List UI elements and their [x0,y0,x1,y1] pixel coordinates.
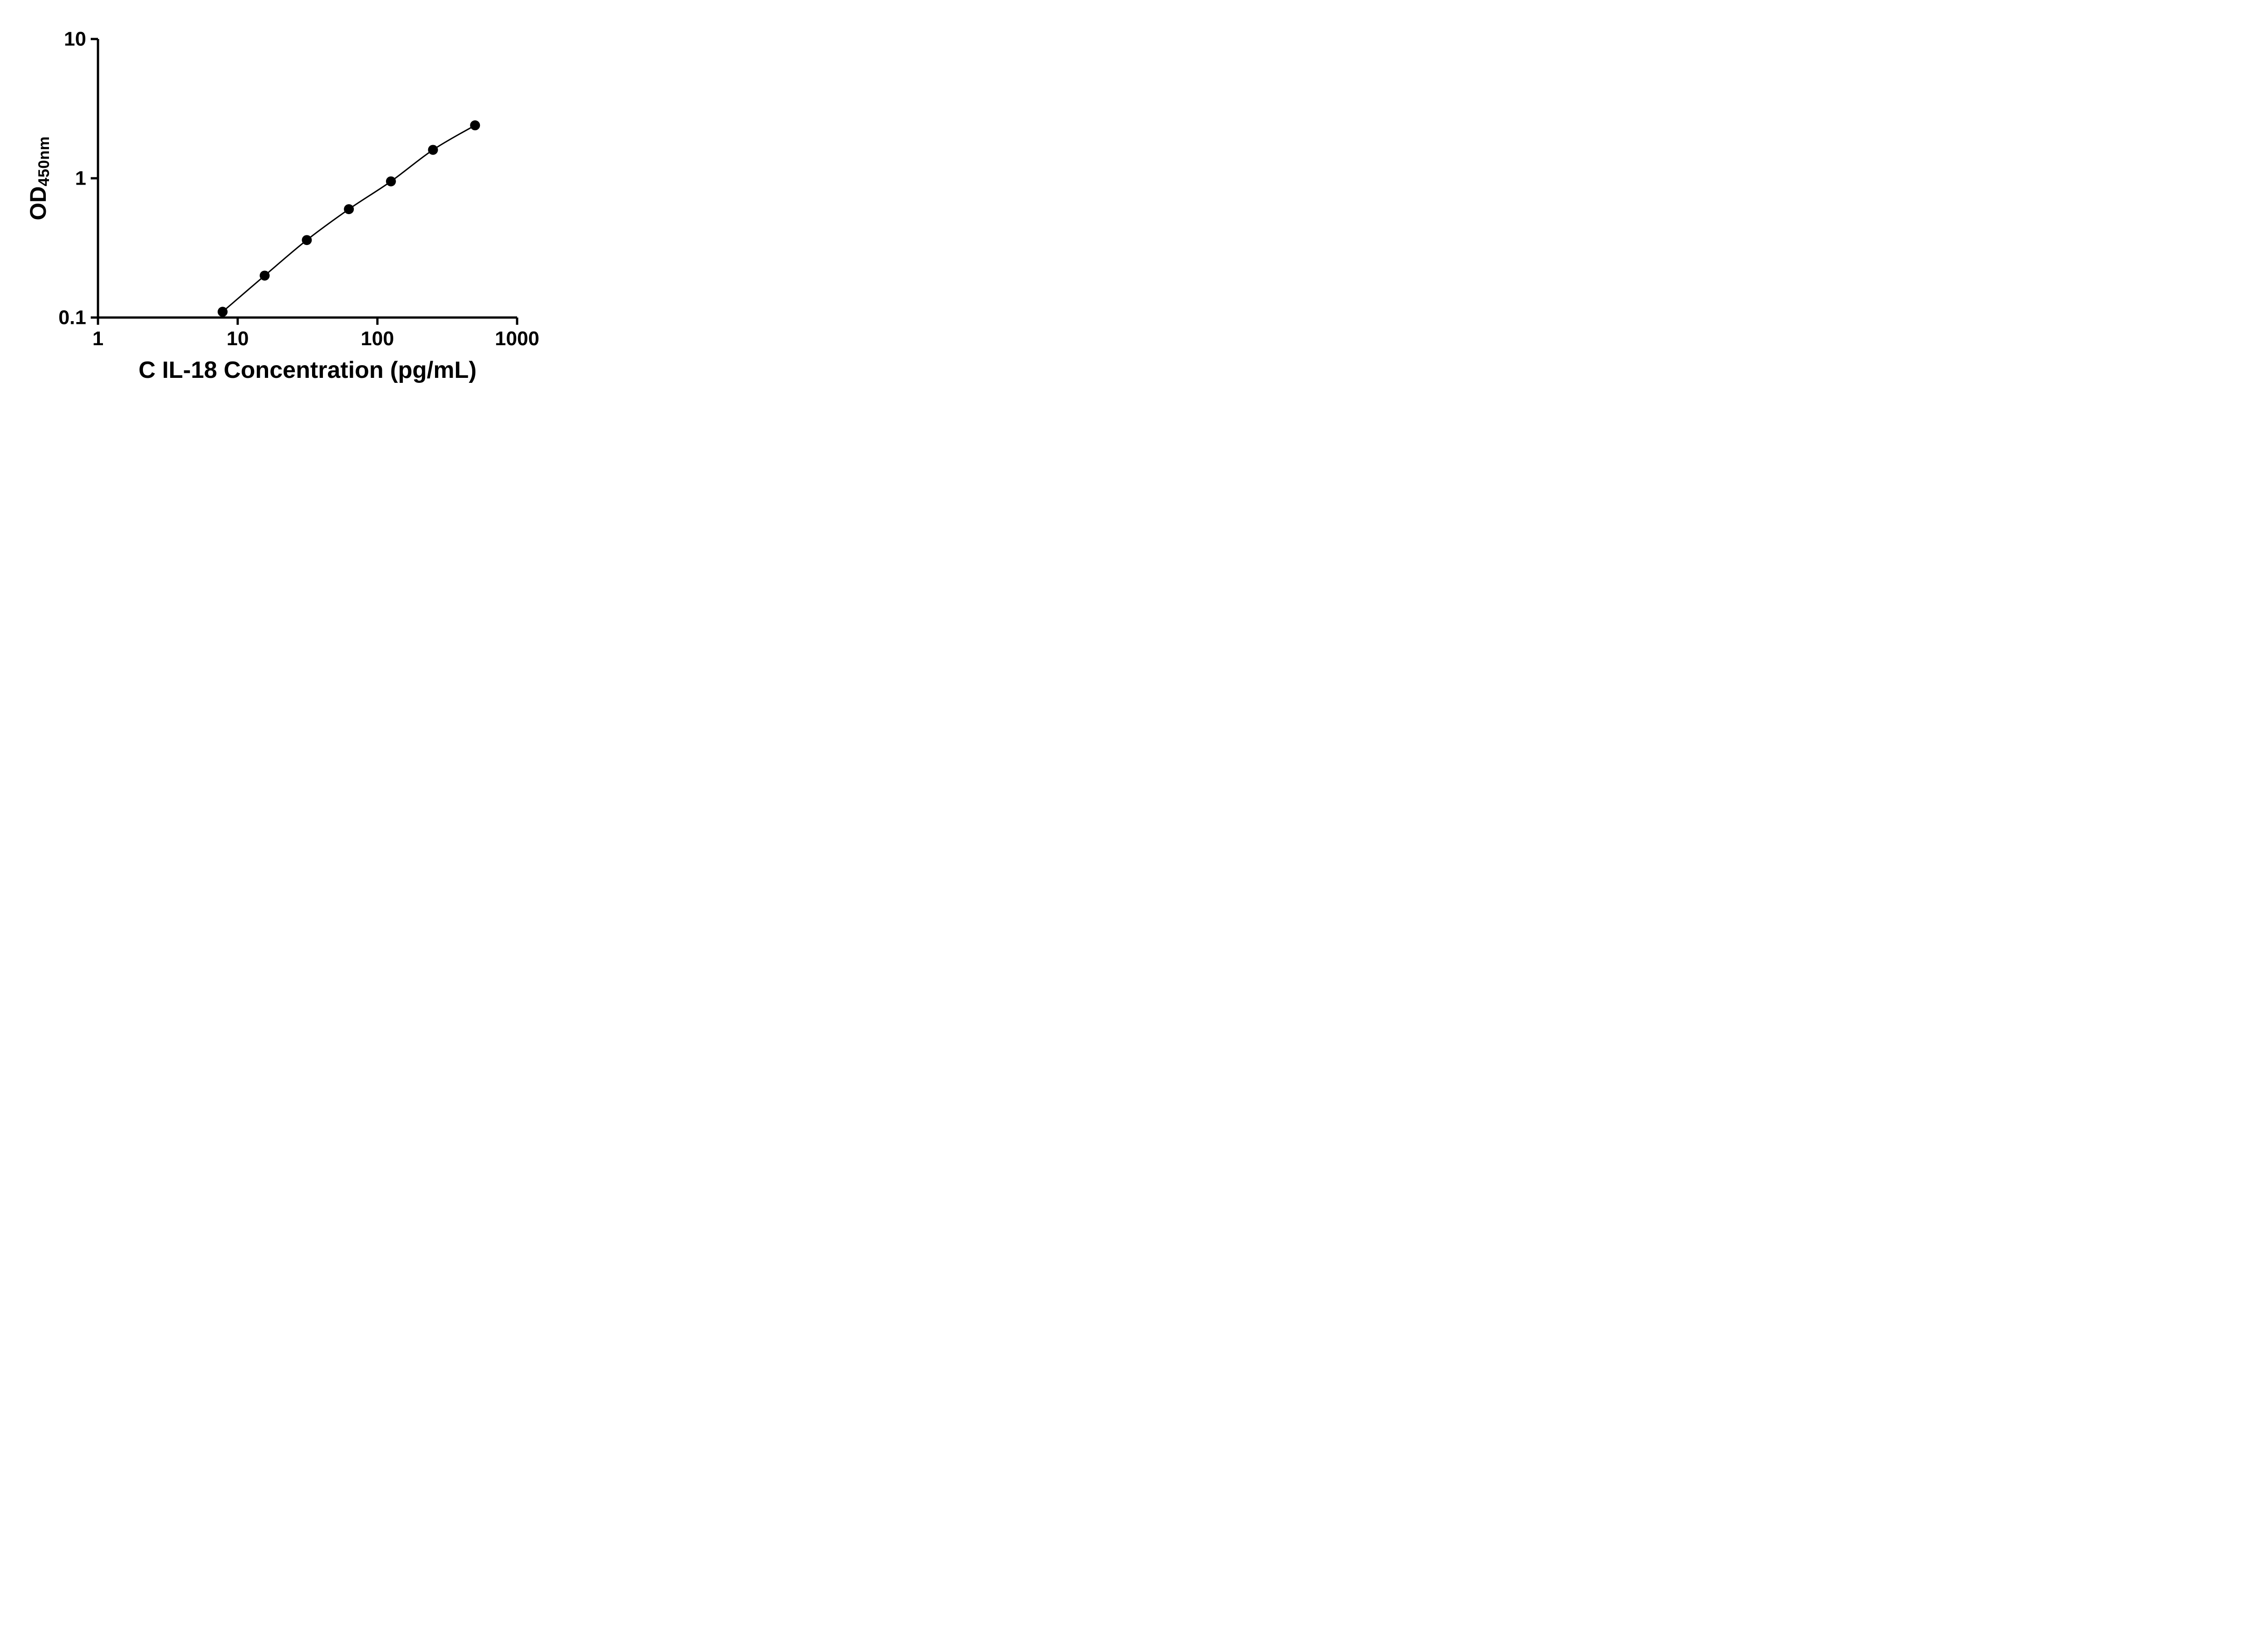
figure: 1 10 100 1000 0.1 1 10 OD450nm C IL-18 Concent… [0,0,571,408]
standard-curve-line [222,124,476,313]
y-tick-label: 10 [64,28,86,50]
x-tick-label: 100 [361,328,394,350]
data-point [217,307,228,317]
axes [97,39,517,319]
x-axis-title: C IL-18 Concentration (pg/mL) [138,357,477,383]
y-axis-title-main: OD [25,186,51,220]
x-tick-label: 1000 [495,328,539,350]
data-point [428,145,438,155]
data-point [470,120,480,131]
data-point [259,270,270,281]
x-tick-label: 10 [227,328,249,350]
y-axis-title-sub: 450nm [35,136,53,186]
chart-canvas: 1 10 100 1000 0.1 1 10 [59,28,539,350]
y-tick-label: 1 [75,167,86,190]
data-point [344,204,354,215]
y-tick-label: 0.1 [59,307,86,329]
y-axis-title-text: OD450nm [25,136,53,220]
x-tick-label: 1 [93,328,103,350]
data-point [302,235,312,245]
data-point [386,176,396,186]
